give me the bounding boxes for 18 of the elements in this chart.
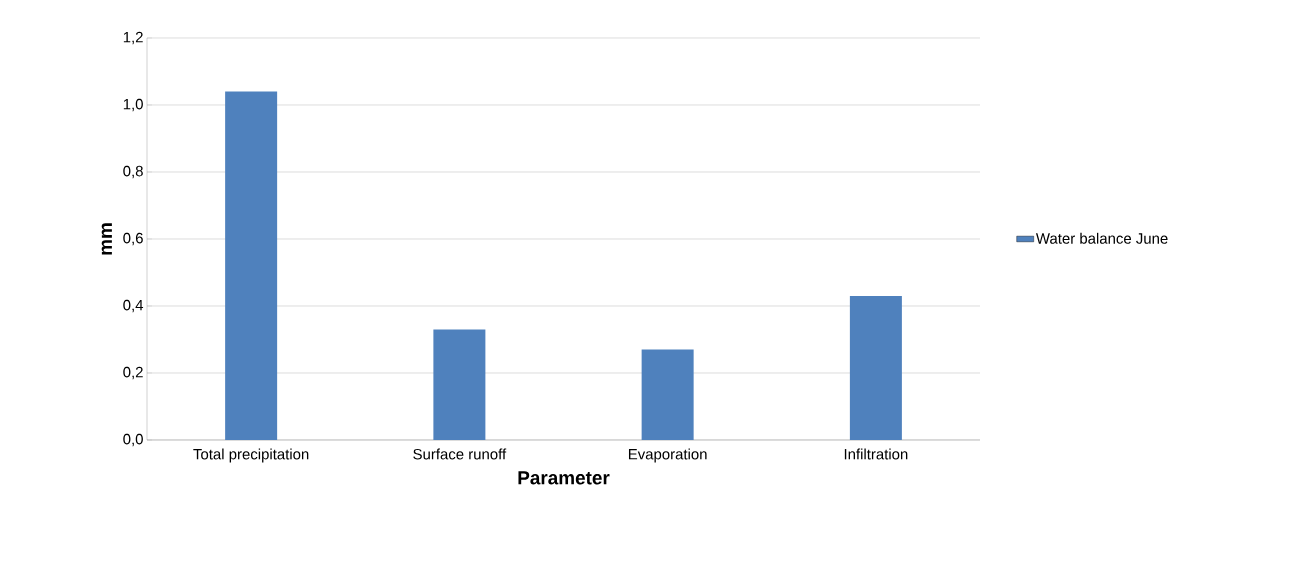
x-tick-label: Infiltration xyxy=(844,448,908,460)
x-tick-label: Surface runoff xyxy=(413,448,507,460)
y-tick-label: 0,8 xyxy=(123,165,143,179)
x-tick-label: Total precipitation xyxy=(193,448,309,463)
y-axis-title: mm xyxy=(101,223,112,255)
bar xyxy=(225,91,278,440)
x-axis-title: Parameter xyxy=(518,471,610,485)
y-tick-label: 1,0 xyxy=(123,98,143,112)
y-tick-label: 0,4 xyxy=(123,299,144,313)
y-tick-label: 1,2 xyxy=(123,31,143,45)
bar xyxy=(849,295,902,440)
x-tick-label: Evaporation xyxy=(628,448,707,463)
y-tick-label: 0,6 xyxy=(123,232,143,246)
y-tick-label: 0,2 xyxy=(123,366,143,380)
y-tick-label: 0,0 xyxy=(123,433,143,447)
legend-label: Water balance June xyxy=(1035,232,1168,244)
bar xyxy=(641,349,694,440)
bar xyxy=(433,329,486,440)
